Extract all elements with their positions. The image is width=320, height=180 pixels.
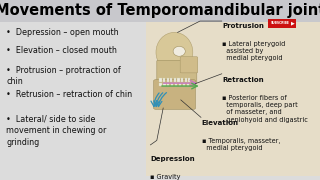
Text: ▪ Temporalis, masseter,
  medial pterygoid: ▪ Temporalis, masseter, medial pterygoid: [202, 138, 280, 151]
FancyBboxPatch shape: [180, 57, 198, 73]
Bar: [175, 83, 177, 86]
Bar: [0, 22, 320, 180]
Bar: [159, 83, 162, 86]
Bar: [187, 83, 189, 86]
Bar: [174, 78, 176, 82]
FancyBboxPatch shape: [154, 80, 196, 109]
Text: Elevation: Elevation: [202, 120, 239, 126]
Text: •  Elevation – closed mouth: • Elevation – closed mouth: [6, 46, 117, 55]
Bar: [171, 83, 173, 86]
Bar: [181, 78, 183, 82]
Text: Retraction: Retraction: [222, 76, 264, 82]
Text: SUBSCRIBE: SUBSCRIBE: [270, 21, 289, 25]
Bar: [146, 22, 320, 176]
Bar: [0, 0, 320, 22]
Bar: [163, 78, 165, 82]
Ellipse shape: [156, 32, 193, 72]
Bar: [183, 83, 185, 86]
Ellipse shape: [173, 46, 185, 56]
Text: Movements of Temporomandibular joint: Movements of Temporomandibular joint: [0, 3, 320, 18]
Bar: [188, 78, 190, 82]
Bar: [163, 83, 165, 86]
Text: •  Lateral/ side to side
movement in chewing or
grinding: • Lateral/ side to side movement in chew…: [6, 114, 107, 147]
Text: ▪ Gravity
▪ Digastric, geniohyoid, and
  mylohyoid muscles: ▪ Gravity ▪ Digastric, geniohyoid, and m…: [150, 174, 243, 180]
FancyBboxPatch shape: [157, 60, 197, 84]
Text: Protrusion: Protrusion: [222, 22, 264, 28]
Text: •  Protrusion – protraction of
chin: • Protrusion – protraction of chin: [6, 66, 121, 87]
Bar: [159, 78, 162, 82]
Bar: [170, 78, 172, 82]
Text: Depression: Depression: [150, 156, 195, 162]
Text: ▪ Lateral pterygoid
  assisted by
  medial pterygoid: ▪ Lateral pterygoid assisted by medial p…: [222, 41, 286, 61]
Text: ▪ Posterior fibers of
  temporalis, deep part
  of masseter, and
  geniohyoid an: ▪ Posterior fibers of temporalis, deep p…: [222, 95, 308, 123]
Bar: [177, 78, 180, 82]
Bar: [179, 83, 181, 86]
Text: •  Depression – open mouth: • Depression – open mouth: [6, 28, 119, 37]
Bar: [167, 78, 169, 82]
Bar: [185, 78, 187, 82]
Bar: [167, 83, 170, 86]
Text: ▶: ▶: [291, 21, 295, 26]
Text: •  Retrusion – retraction of chin: • Retrusion – retraction of chin: [6, 90, 132, 99]
Bar: [268, 19, 296, 28]
